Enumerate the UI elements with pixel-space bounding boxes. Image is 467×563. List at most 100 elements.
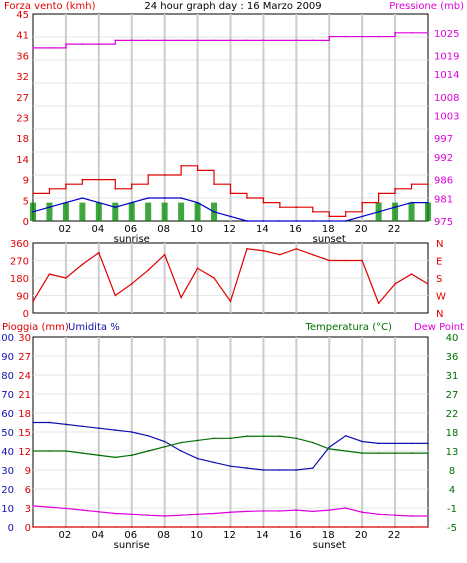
temperature-line-point bbox=[180, 441, 182, 444]
pressure-line-point bbox=[377, 35, 380, 38]
wind-x-tick: 04 bbox=[91, 224, 104, 235]
wind-line-point bbox=[246, 197, 248, 199]
pressure-line-point bbox=[328, 35, 331, 38]
wind-sunset-label: sunset bbox=[313, 234, 346, 245]
humidity-x-tick: 22 bbox=[388, 530, 401, 541]
gust-line-point bbox=[262, 220, 265, 222]
temperature-line-point bbox=[98, 454, 100, 457]
dewpoint-line-point bbox=[295, 509, 298, 511]
rain-y-tick: 30 bbox=[18, 333, 31, 344]
direction-line-point bbox=[361, 259, 363, 262]
humidity-line-point bbox=[196, 457, 199, 460]
temperature-line-point bbox=[262, 435, 265, 438]
rainfall-line-point bbox=[65, 526, 67, 528]
wind-y-tick: 27 bbox=[16, 93, 29, 104]
wind-line-point bbox=[81, 178, 84, 181]
temperature-line-point bbox=[196, 439, 199, 442]
direction-y-tick: 360 bbox=[10, 239, 29, 250]
humidity-line-point bbox=[48, 421, 51, 424]
wind-line-point bbox=[328, 215, 331, 218]
wind-line-point bbox=[377, 192, 380, 195]
humidity-line-point bbox=[81, 425, 84, 428]
rain-bar bbox=[161, 202, 168, 221]
wind-line-point bbox=[196, 169, 199, 172]
pressure-y-tick: 986 bbox=[434, 176, 453, 187]
rain-bar bbox=[95, 202, 102, 221]
gust-line-point bbox=[377, 211, 380, 213]
humidity-x-tick: 16 bbox=[289, 530, 302, 541]
wind-y-tick: 36 bbox=[16, 51, 29, 62]
gust-line-point bbox=[311, 220, 314, 222]
gust-line-point bbox=[410, 201, 413, 204]
rainfall-line-point bbox=[98, 526, 100, 528]
pressure-line-point bbox=[48, 47, 51, 49]
rain-y-tick: 6 bbox=[25, 485, 31, 496]
rain-bar bbox=[408, 202, 415, 221]
humidity-x-tick: 18 bbox=[322, 530, 335, 541]
wind-x-tick: 06 bbox=[124, 224, 137, 235]
wind-x-tick: 08 bbox=[157, 224, 170, 235]
rainfall-line-point bbox=[262, 526, 265, 528]
dewpoint-line-point bbox=[213, 512, 215, 515]
dewpoint-line-point bbox=[130, 513, 133, 516]
humidity-line-point bbox=[262, 469, 265, 471]
pressure-line-point bbox=[246, 39, 248, 42]
wind-line-point bbox=[394, 188, 396, 190]
gust-line-point bbox=[344, 220, 347, 222]
wind-x-tick: 16 bbox=[289, 224, 302, 235]
temperature-line-point bbox=[410, 452, 413, 454]
temperature-y-tick: 40 bbox=[446, 333, 459, 344]
temperature-line-point bbox=[361, 452, 363, 454]
rain-bar bbox=[46, 202, 53, 221]
wind-y-tick: 45 bbox=[16, 10, 29, 21]
rain-y-tick: 0 bbox=[25, 523, 31, 534]
temperature-line-point bbox=[295, 437, 298, 440]
direction-y-tick: 0 bbox=[23, 309, 29, 320]
humidity-x-tick: 04 bbox=[91, 530, 104, 541]
wind-line-point bbox=[130, 183, 133, 185]
rainfall-line-point bbox=[377, 526, 380, 528]
dewpoint-axis-label: Dew Point bbox=[414, 322, 464, 333]
rain-y-tick: 21 bbox=[18, 390, 31, 401]
rainfall-line-point bbox=[163, 526, 166, 528]
gust-line-point bbox=[246, 220, 248, 222]
pressure-line-point bbox=[344, 35, 347, 38]
humidity-y-tick: 0 bbox=[8, 523, 14, 534]
dewpoint-line-point bbox=[311, 510, 314, 513]
humidity-sunrise-label: sunrise bbox=[114, 540, 150, 551]
wind-line-point bbox=[48, 188, 51, 190]
wind-y-tick: 32 bbox=[16, 72, 29, 83]
direction-line-point bbox=[279, 253, 281, 256]
wind-x-tick: 12 bbox=[223, 224, 236, 235]
dewpoint-line-point bbox=[246, 510, 248, 513]
pressure-line-point bbox=[279, 39, 281, 42]
pressure-line-point bbox=[311, 39, 314, 42]
wind-line-point bbox=[262, 201, 265, 204]
rainfall-line-point bbox=[394, 526, 396, 528]
gust-line-point bbox=[394, 206, 396, 208]
humidity-line-point bbox=[410, 442, 413, 445]
pressure-line-point bbox=[180, 39, 182, 42]
direction-compass-label: N bbox=[436, 309, 443, 320]
pressure-line-point bbox=[130, 39, 133, 42]
dewpoint-line-point bbox=[410, 515, 413, 517]
humidity-y-tick: 80 bbox=[1, 371, 14, 382]
humidity-y-tick: 20 bbox=[1, 485, 14, 496]
direction-line-point bbox=[65, 277, 67, 279]
pressure-line-point bbox=[295, 39, 298, 42]
humidity-line-point bbox=[328, 446, 331, 449]
humidity-line-point bbox=[344, 435, 347, 437]
wind-y-tick: 14 bbox=[16, 155, 29, 166]
gust-line-point bbox=[98, 201, 100, 204]
wind-line-point bbox=[427, 183, 429, 185]
dewpoint-line-point bbox=[361, 511, 363, 514]
pressure-line-point bbox=[114, 39, 117, 42]
pressure-line-point bbox=[410, 32, 413, 34]
humidity-y-tick: 90 bbox=[1, 352, 14, 363]
humidity-line-point bbox=[163, 440, 166, 443]
direction-compass-label: E bbox=[436, 257, 442, 268]
humidity-line-point bbox=[394, 442, 396, 445]
gust-line-point bbox=[32, 211, 34, 213]
